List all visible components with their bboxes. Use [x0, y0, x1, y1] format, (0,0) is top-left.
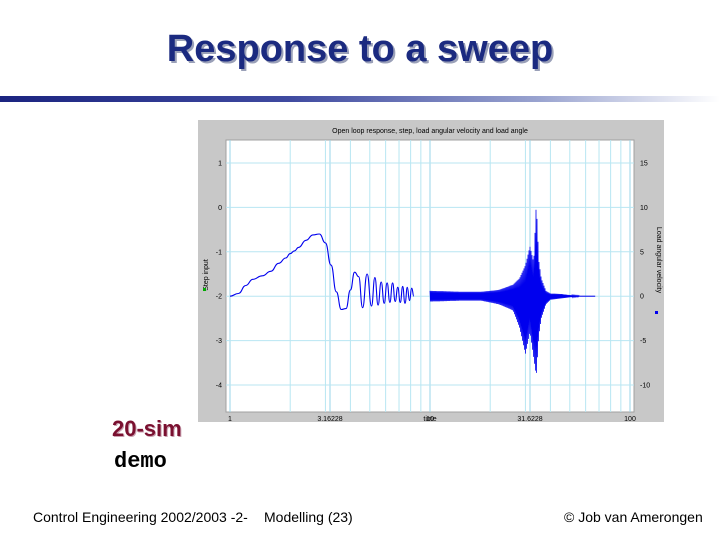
y-left-tick-label: -2	[216, 294, 222, 301]
footer-course: Control Engineering 2002/2003 -2-	[33, 509, 248, 525]
x-tick-label: 31.6228	[517, 416, 542, 422]
demo-label: demo	[114, 449, 167, 474]
y-right-tick-label: 10	[640, 205, 648, 212]
step-legend-marker	[203, 288, 206, 291]
velocity-legend-marker	[655, 311, 658, 314]
velocity-series-line	[229, 233, 415, 311]
response-chart: Open loop response, step, load angular v…	[203, 128, 662, 423]
x-tick-label: 10	[426, 416, 434, 422]
chart-panel: Open loop response, step, load angular v…	[198, 120, 664, 422]
demo-brand-label: 20-sim	[112, 416, 182, 441]
series-layer	[229, 209, 596, 373]
footer-section: Modelling (23)	[264, 509, 353, 525]
y-left-tick-label: -1	[216, 249, 222, 256]
x-axis-label: time	[423, 416, 436, 422]
y-right-tick-label: 15	[640, 161, 648, 168]
x-tick-label: 100	[624, 416, 636, 422]
footer-author: © Job van Amerongen	[564, 509, 703, 525]
chart-grid	[226, 140, 634, 412]
y-left-tick-label: 0	[218, 205, 222, 212]
x-tick-label: 3.16228	[317, 416, 342, 422]
y-right-tick-label: 5	[640, 249, 644, 256]
y-right-tick-label: -10	[640, 383, 650, 390]
slide-title: Response to a sweep	[166, 28, 554, 70]
y-left-axis-label: Step input	[203, 259, 210, 291]
x-tick-label: 1	[228, 416, 232, 422]
y-right-tick-label: 0	[640, 294, 644, 301]
title-divider	[0, 96, 720, 102]
chart-ticks: 1 3.16228 10 31.6228 10010-1-2-3-4151050-5-1…	[216, 161, 650, 423]
y-right-axis-label: Load angular velocity	[655, 227, 662, 294]
velocity-burst	[429, 209, 580, 373]
chart-title: Open loop response, step, load angular v…	[332, 128, 528, 135]
y-left-tick-label: 1	[218, 161, 222, 168]
y-left-tick-label: -4	[216, 383, 222, 390]
y-left-tick-label: -3	[216, 338, 222, 345]
y-right-tick-label: -5	[640, 338, 646, 345]
